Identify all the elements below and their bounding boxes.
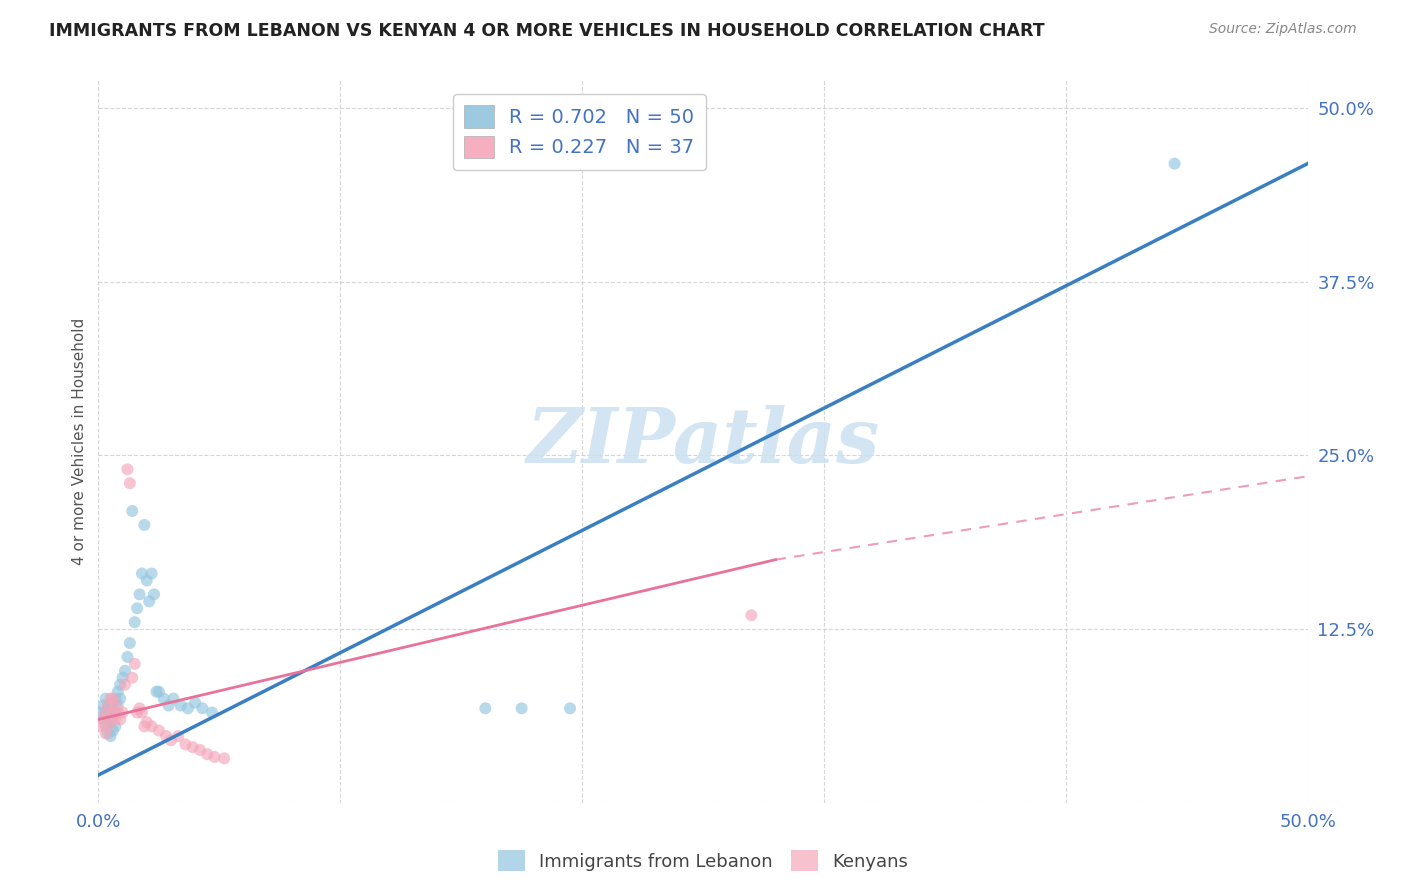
Point	[155, 729, 177, 743]
Point	[157, 698, 180, 713]
Point	[131, 566, 153, 581]
Point	[101, 709, 124, 723]
Point	[1163, 156, 1185, 170]
Point	[141, 719, 163, 733]
Point	[134, 719, 156, 733]
Point	[117, 462, 139, 476]
Point	[100, 713, 122, 727]
Point	[94, 706, 117, 720]
Point	[474, 701, 496, 715]
Point	[204, 750, 226, 764]
Point	[97, 719, 120, 733]
Point	[174, 738, 197, 752]
Point	[162, 691, 184, 706]
Point	[101, 691, 124, 706]
Point	[141, 566, 163, 581]
Point	[94, 719, 117, 733]
Point	[114, 678, 136, 692]
Text: IMMIGRANTS FROM LEBANON VS KENYAN 4 OR MORE VEHICLES IN HOUSEHOLD CORRELATION CH: IMMIGRANTS FROM LEBANON VS KENYAN 4 OR M…	[49, 22, 1045, 40]
Point	[201, 706, 224, 720]
Point	[111, 671, 134, 685]
Point	[118, 476, 141, 491]
Y-axis label: 4 or more Vehicles in Household: 4 or more Vehicles in Household	[72, 318, 87, 566]
Point	[148, 723, 170, 738]
Point	[91, 713, 114, 727]
Legend: Immigrants from Lebanon, Kenyans: Immigrants from Lebanon, Kenyans	[491, 843, 915, 879]
Point	[104, 719, 127, 733]
Point	[191, 701, 214, 715]
Point	[212, 751, 235, 765]
Point	[94, 726, 117, 740]
Point	[107, 706, 129, 720]
Text: ZIPatlas: ZIPatlas	[526, 405, 880, 478]
Point	[100, 691, 122, 706]
Point	[181, 740, 204, 755]
Point	[124, 657, 146, 671]
Point	[148, 684, 170, 698]
Point	[131, 706, 153, 720]
Point	[184, 696, 207, 710]
Point	[124, 615, 146, 630]
Point	[135, 715, 157, 730]
Point	[195, 747, 218, 761]
Point	[143, 587, 166, 601]
Point	[104, 698, 127, 713]
Point	[160, 733, 183, 747]
Point	[111, 706, 134, 720]
Point	[117, 649, 139, 664]
Text: Source: ZipAtlas.com: Source: ZipAtlas.com	[1209, 22, 1357, 37]
Point	[104, 706, 127, 720]
Point	[107, 684, 129, 698]
Point	[101, 723, 124, 738]
Point	[97, 698, 120, 713]
Point	[134, 517, 156, 532]
Point	[100, 701, 122, 715]
Point	[188, 743, 211, 757]
Point	[114, 664, 136, 678]
Legend: R = 0.702   N = 50, R = 0.227   N = 37: R = 0.702 N = 50, R = 0.227 N = 37	[453, 94, 706, 169]
Point	[108, 713, 131, 727]
Point	[107, 698, 129, 713]
Point	[100, 729, 122, 743]
Point	[145, 684, 167, 698]
Point	[94, 706, 117, 720]
Point	[101, 706, 124, 720]
Point	[97, 726, 120, 740]
Point	[510, 701, 533, 715]
Point	[128, 701, 150, 715]
Point	[104, 691, 127, 706]
Point	[167, 729, 190, 743]
Point	[90, 706, 112, 720]
Point	[104, 713, 127, 727]
Point	[100, 715, 122, 730]
Point	[177, 701, 200, 715]
Point	[138, 594, 160, 608]
Point	[169, 698, 191, 713]
Point	[90, 719, 112, 733]
Point	[128, 587, 150, 601]
Point	[152, 691, 174, 706]
Point	[108, 691, 131, 706]
Point	[127, 601, 149, 615]
Point	[91, 698, 114, 713]
Point	[118, 636, 141, 650]
Point	[97, 698, 120, 713]
Point	[101, 696, 124, 710]
Point	[135, 574, 157, 588]
Point	[121, 504, 143, 518]
Point	[108, 678, 131, 692]
Point	[91, 713, 114, 727]
Point	[740, 608, 762, 623]
Point	[121, 671, 143, 685]
Point	[127, 706, 149, 720]
Point	[94, 691, 117, 706]
Point	[97, 713, 120, 727]
Point	[558, 701, 581, 715]
